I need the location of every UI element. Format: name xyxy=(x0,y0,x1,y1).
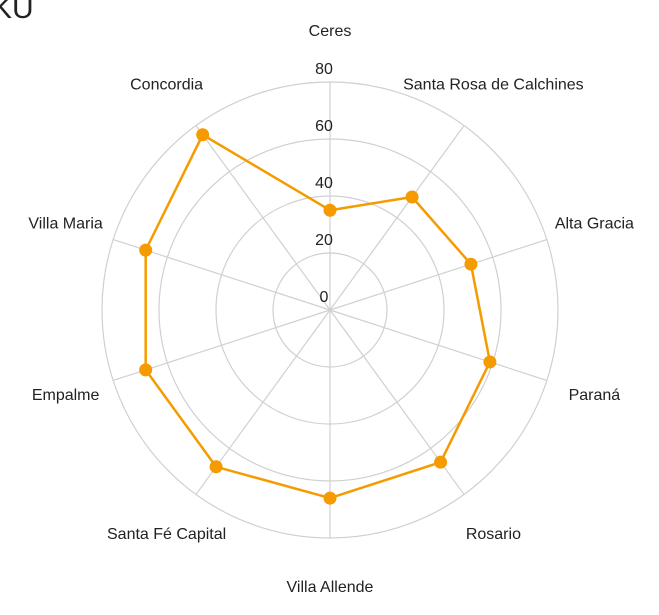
r-tick-label: 40 xyxy=(315,175,333,192)
r-tick-label: 0 xyxy=(320,289,329,306)
axis-label: Empalme xyxy=(32,387,100,404)
data-point xyxy=(196,128,210,142)
spoke xyxy=(195,125,331,311)
data-point xyxy=(139,243,153,257)
data-point xyxy=(209,460,223,474)
data-point xyxy=(323,491,337,505)
axis-label: Alta Gracia xyxy=(555,215,634,232)
r-tick-label: 60 xyxy=(315,118,333,135)
r-tick-label: 20 xyxy=(315,232,333,249)
data-point xyxy=(139,363,153,377)
data-point xyxy=(434,455,448,469)
data-point xyxy=(483,355,497,369)
data-point xyxy=(464,257,478,271)
axis-label: Villa Maria xyxy=(28,215,103,232)
axis-label: Rosario xyxy=(466,526,521,543)
data-point xyxy=(405,190,419,204)
spoke xyxy=(329,238,548,311)
axis-label: Villa Allende xyxy=(287,579,374,596)
axis-label: Paraná xyxy=(569,387,621,404)
axis-label: Concordia xyxy=(130,76,203,93)
chart-title: KU xyxy=(0,0,34,25)
axis-label: Ceres xyxy=(309,23,352,40)
axis-label: Santa Fé Capital xyxy=(107,526,226,543)
spoke xyxy=(329,125,465,311)
data-point xyxy=(323,203,337,217)
spoke xyxy=(329,309,548,382)
r-tick-label: 80 xyxy=(315,61,333,78)
axis-label: Santa Rosa de Calchines xyxy=(403,76,584,93)
